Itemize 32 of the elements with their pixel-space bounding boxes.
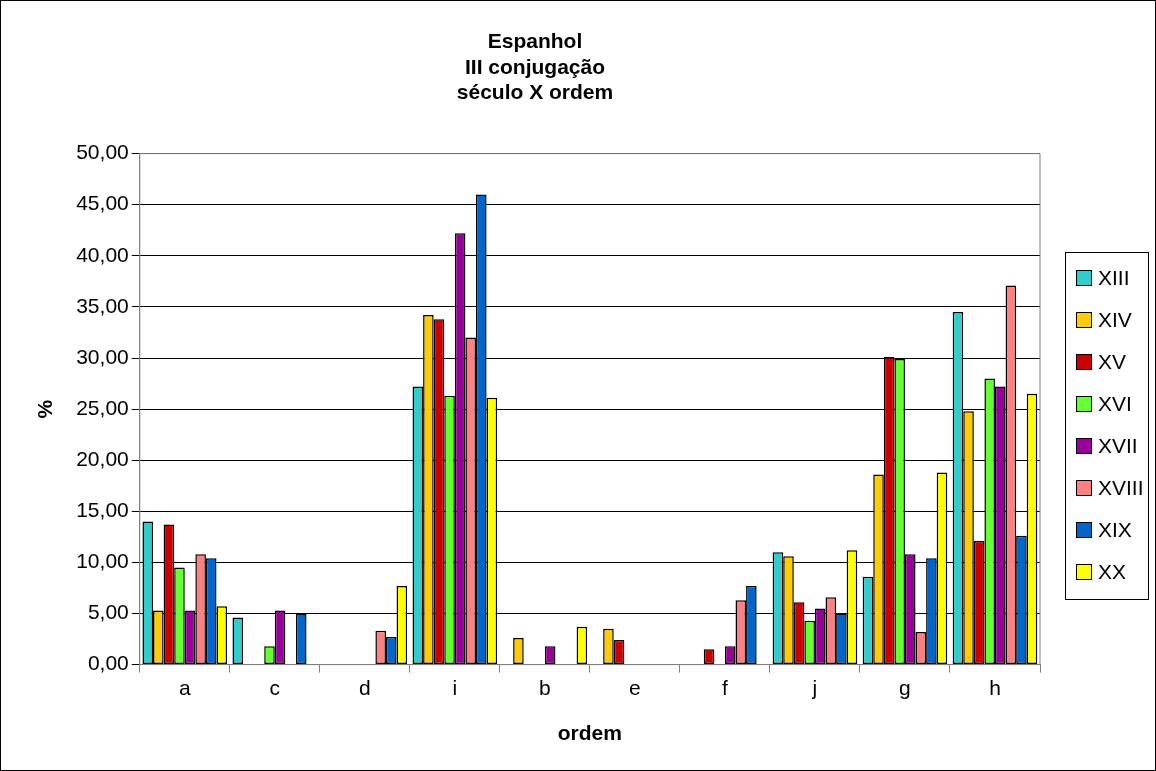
y-tick-label: 20,00 [76,447,129,470]
x-tick-label: b [539,676,551,699]
legend-label: XVIII [1098,476,1144,500]
legend-label: XVII [1098,434,1138,458]
x-tick-label: j [811,676,818,699]
x-tick-label: e [629,676,641,699]
legend-label: XX [1098,560,1127,584]
x-tick-label: f [721,676,728,699]
legend-label: XIII [1098,266,1130,290]
x-axis-title: ordem [557,721,622,745]
legend-label: XIV [1098,308,1132,332]
x-tick-label: g [899,676,911,699]
legend-label: XVI [1098,392,1132,416]
x-tick-label: c [269,676,281,699]
y-tick-label: 35,00 [76,293,129,317]
y-tick-label: 45,00 [76,191,129,215]
x-tick-label: a [178,676,191,699]
legend-label: XIX [1098,518,1132,542]
chart-title: Espanhol III conjugação século X ordem [456,29,614,103]
y-axis-title: % [33,399,57,419]
y-tick-label: 0,00 [87,651,129,675]
y-tick-label: 30,00 [76,344,129,368]
y-tick-label: 15,00 [76,498,129,522]
y-tick-label: 10,00 [76,549,129,573]
y-tick-label: 50,00 [76,140,129,164]
y-tick-label: 5,00 [87,600,129,624]
y-tick-label: 25,00 [76,395,129,419]
x-tick-label: i [452,676,458,699]
legend-label: XV [1098,350,1127,374]
x-tick-label: h [989,676,1001,699]
x-tick-label: d [358,676,371,699]
y-tick-label: 40,00 [76,242,129,266]
